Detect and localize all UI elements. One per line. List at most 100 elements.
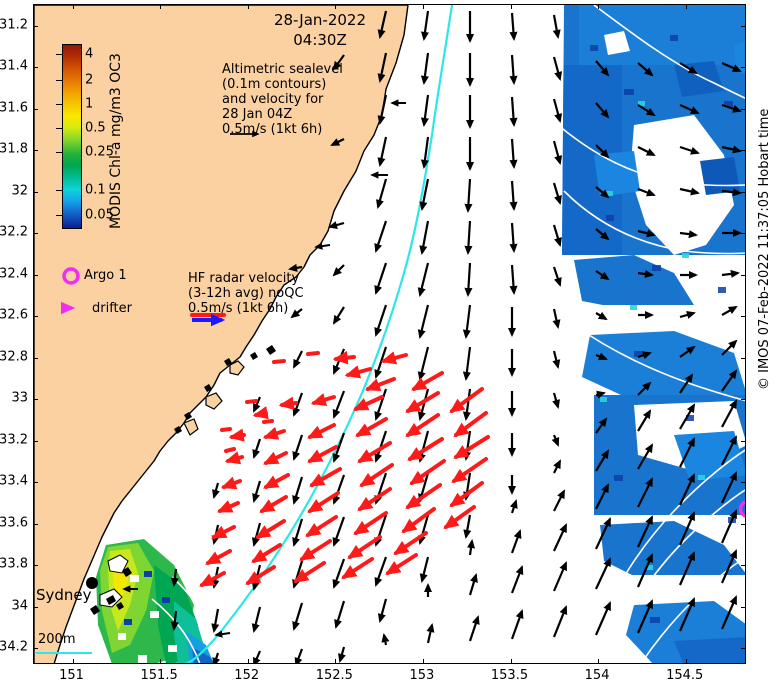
y-tick <box>34 357 38 359</box>
altimetry-annotation: Altimetric sealevel (0.1m contours) and … <box>222 62 343 137</box>
y-tick-label: 33 <box>11 390 28 406</box>
colorbar-tick <box>56 152 62 154</box>
y-tick <box>34 606 38 608</box>
y-tick-label: 31.4 <box>0 58 28 74</box>
y-tick <box>741 565 745 567</box>
y-tick <box>741 523 745 525</box>
x-tick <box>72 5 74 9</box>
y-tick <box>741 150 745 152</box>
x-tick <box>335 5 337 9</box>
y-tick-label: 31.2 <box>0 17 28 33</box>
y-tick <box>34 191 38 193</box>
y-tick <box>741 191 745 193</box>
x-tick <box>510 659 512 663</box>
x-tick-label: 153.5 <box>490 668 529 683</box>
x-tick-label: 151.5 <box>140 668 178 683</box>
y-tick <box>34 274 38 276</box>
title-date: 28-Jan-2022 <box>273 11 367 29</box>
x-tick <box>685 5 687 9</box>
chlorophyll-raster <box>562 5 745 663</box>
y-tick <box>741 399 745 401</box>
colorbar-tick-label: 0.5 <box>85 120 106 136</box>
colorbar-tick <box>56 128 62 130</box>
x-tick <box>72 659 74 663</box>
colorbar <box>62 44 82 229</box>
x-tick-label: 154 <box>584 668 610 683</box>
x-tick-label: 151 <box>59 668 84 683</box>
drifter-legend-label: drifter <box>92 301 132 316</box>
colorbar-tick <box>56 54 62 56</box>
y-tick-label: 31.8 <box>0 141 28 157</box>
y-tick <box>741 648 745 650</box>
y-tick <box>34 482 38 484</box>
y-tick <box>741 482 745 484</box>
x-tick <box>510 5 512 9</box>
y-tick <box>741 316 745 318</box>
y-tick <box>741 357 745 359</box>
colorbar-tick-label: 0.05 <box>85 207 114 223</box>
y-tick <box>34 399 38 401</box>
y-tick-label: 33.2 <box>0 432 28 448</box>
colorbar-tick <box>56 80 62 82</box>
x-tick <box>598 659 600 663</box>
scale-bar-label: 200m <box>38 632 76 647</box>
y-tick-label: 34.2 <box>0 639 28 655</box>
y-tick-label: 32.8 <box>0 349 28 365</box>
x-tick <box>160 5 162 9</box>
scale-bar-line <box>36 652 92 654</box>
hf-radar-velocity-vectors <box>199 351 490 587</box>
credit-text: © IMOS 07-Feb-2022 11:37:05 Hobart time <box>757 108 772 390</box>
y-tick <box>741 67 745 69</box>
y-tick-label: 33.4 <box>0 473 28 489</box>
y-tick <box>34 648 38 650</box>
drifter-legend-icon <box>60 301 76 315</box>
x-tick <box>247 659 249 663</box>
y-tick <box>34 565 38 567</box>
x-tick-label: 154.5 <box>666 668 704 683</box>
y-tick <box>34 25 38 27</box>
colorbar-tick-label: 2 <box>85 72 94 88</box>
y-tick-label: 32.6 <box>0 307 28 323</box>
colorbar-tick-label: 0.25 <box>85 144 114 160</box>
altimetry-scale-arrow <box>230 130 260 138</box>
y-tick <box>741 440 745 442</box>
y-tick <box>741 606 745 608</box>
x-tick <box>422 659 424 663</box>
colorbar-tick-label: 1 <box>85 96 94 112</box>
hf-radar-scale-arrow <box>190 313 226 327</box>
x-tick <box>685 659 687 663</box>
colorbar-tick <box>56 104 62 106</box>
x-tick <box>335 659 337 663</box>
y-tick-label: 32 <box>11 183 28 199</box>
y-tick-label: 33.8 <box>0 556 28 572</box>
x-tick <box>598 5 600 9</box>
x-tick <box>247 5 249 9</box>
x-tick <box>160 659 162 663</box>
y-tick <box>34 316 38 318</box>
colorbar-tick-label: 4 <box>85 46 94 62</box>
y-tick-label: 32.4 <box>0 266 28 282</box>
argo-float-marker[interactable] <box>34 5 745 663</box>
y-tick <box>34 150 38 152</box>
title-time: 04:30Z <box>293 31 347 49</box>
y-tick-label: 34 <box>11 598 28 614</box>
y-tick <box>34 67 38 69</box>
y-tick <box>34 440 38 442</box>
argo-legend-icon <box>62 267 80 285</box>
y-tick <box>741 108 745 110</box>
altimetry-velocity-vectors <box>122 10 743 663</box>
sydney-label: Sydney <box>36 586 92 604</box>
map-plot-area <box>33 4 746 664</box>
x-tick-label: 153 <box>409 668 435 683</box>
y-tick-label: 31.6 <box>0 100 28 116</box>
y-tick <box>741 274 745 276</box>
figure-title: 28-Jan-2022 04:30Z <box>240 10 400 50</box>
x-tick-label: 152 <box>234 668 260 683</box>
y-tick <box>34 233 38 235</box>
y-tick <box>34 523 38 525</box>
colorbar-title: MODIS Chl-a mg/m3 OC3 <box>108 53 124 229</box>
colorbar-tick <box>56 190 62 192</box>
y-tick-label: 33.6 <box>0 515 28 531</box>
y-tick <box>741 25 745 27</box>
